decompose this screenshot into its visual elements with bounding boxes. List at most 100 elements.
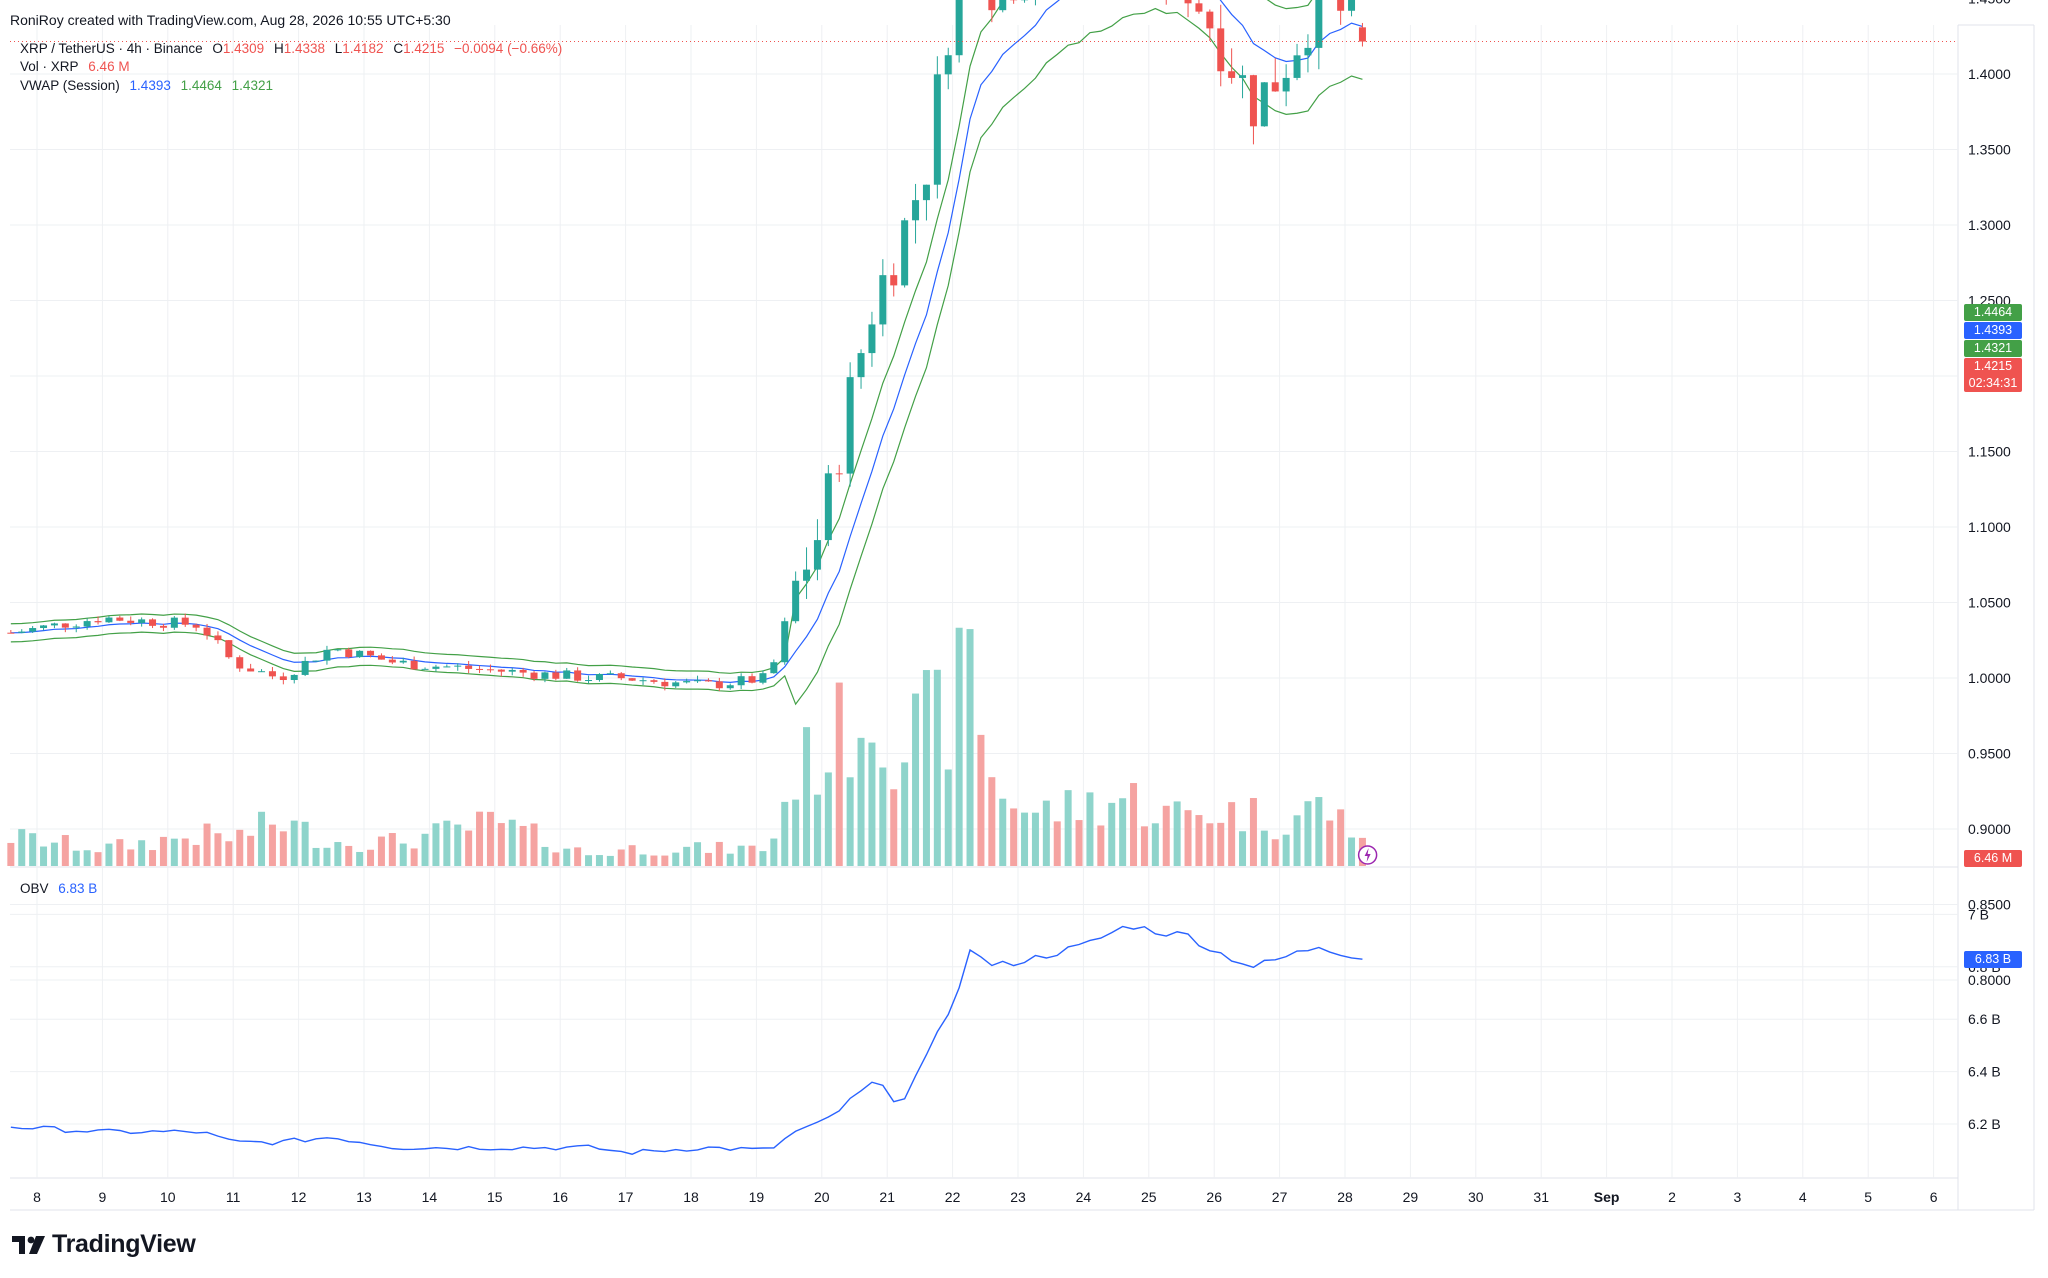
candle-body [214, 635, 222, 641]
price-tick-label: 1.0500 [1968, 595, 2011, 611]
time-tick-label: 18 [683, 1189, 699, 1205]
time-tick-label: 6 [1930, 1189, 1938, 1205]
volume-bar [116, 839, 124, 866]
obv-line [10, 925, 1363, 1155]
volume-bar [377, 836, 385, 866]
volume-bar [726, 853, 734, 866]
candle-body [356, 650, 364, 658]
time-tick-label: 28 [1337, 1189, 1353, 1205]
time-tick-label: 27 [1272, 1189, 1288, 1205]
volume-bar [585, 855, 593, 866]
volume-bar [432, 823, 440, 866]
candle-body [61, 623, 69, 628]
obv-value: 6.83 B [58, 881, 98, 896]
price-tick-label: 0.8000 [1968, 972, 2011, 988]
obv-legend[interactable]: OBV 6.83 B [20, 881, 103, 896]
candle-body [334, 649, 342, 651]
candle-body [72, 626, 80, 628]
volume-bar [1217, 822, 1225, 866]
candle-body [149, 619, 157, 626]
symbol-legend[interactable]: XRP / TetherUS · 4h · Binance O1.4309 H1… [20, 41, 568, 56]
volume-bar [268, 824, 276, 866]
volume-bar [552, 852, 560, 866]
candle-body [628, 678, 636, 681]
volume-bar [846, 777, 854, 866]
volume-bar [988, 777, 996, 866]
candle-body [18, 631, 26, 633]
volume-bar [421, 833, 429, 866]
volume-bar [617, 849, 625, 866]
ohlc-high: H1.4338 [273, 41, 325, 56]
volume-bar [1249, 798, 1257, 866]
volume-bar [508, 819, 516, 866]
candle-body [1337, 0, 1345, 11]
price-tick-label: 0.9500 [1968, 746, 2011, 762]
candle-body [824, 473, 832, 541]
volume-bar [530, 823, 538, 866]
volume-bar [574, 847, 582, 866]
volume-bar [737, 845, 745, 866]
volume-bar [704, 852, 712, 866]
vwap-value-upper: 1.4464 [180, 78, 222, 93]
volume-bar [1075, 820, 1083, 866]
volume-bar [1271, 839, 1279, 866]
candle-body [170, 617, 178, 628]
volume-bar [399, 843, 407, 866]
time-tick-label: 11 [226, 1189, 241, 1205]
candle-body [530, 672, 538, 679]
candle-body [203, 627, 211, 636]
candle-body [835, 473, 843, 475]
ohlc-change: −0.0094 (−0.66%) [454, 41, 563, 56]
volume-bar [672, 852, 680, 866]
volume-bar [770, 838, 778, 866]
volume-bar [1282, 834, 1290, 866]
volume-bar [1130, 783, 1138, 866]
candle-body [367, 650, 375, 656]
candle-body [857, 353, 865, 378]
ohlc-close: C1.4215 [393, 41, 445, 56]
time-tick-label: 19 [749, 1189, 765, 1205]
candle-body [944, 55, 952, 75]
volume-bar [170, 838, 178, 866]
volume-bar [159, 836, 167, 866]
volume-bar [29, 833, 37, 866]
candle-body [268, 671, 276, 677]
volume-legend[interactable]: Vol · XRP 6.46 M [20, 59, 136, 74]
candle-body [1206, 11, 1214, 29]
time-tick-label: 2 [1668, 1189, 1676, 1205]
candle-body [388, 659, 396, 663]
vwap-value-lower: 1.4321 [231, 78, 273, 93]
volume-bar [1304, 801, 1312, 866]
last-price-tag: 1.4215 02:34:31 [1964, 358, 2022, 392]
volume-bar [824, 772, 832, 866]
volume-bar [247, 835, 255, 866]
obv-tick-label: 6.2 B [1968, 1116, 2001, 1132]
candle-body [694, 680, 702, 682]
volume-bar [1195, 815, 1203, 866]
candle-body [29, 628, 37, 632]
volume-bar [1010, 808, 1018, 866]
candle-body [465, 665, 473, 669]
volume-bar [835, 682, 843, 866]
vwap-upper-band [10, 0, 1313, 674]
volume-bar [1097, 825, 1105, 866]
vwap-legend[interactable]: VWAP (Session) 1.4393 1.4464 1.4321 [20, 78, 279, 93]
candle-body [879, 275, 887, 325]
time-tick-label: 31 [1533, 1189, 1549, 1205]
volume-bar [50, 842, 58, 866]
candle-body [704, 680, 712, 682]
volume-bar [443, 820, 451, 866]
candle-body [497, 669, 505, 672]
candle-body [519, 669, 527, 673]
candle-body [1195, 3, 1203, 12]
candle-body [552, 672, 560, 679]
time-tick-label: 12 [291, 1189, 307, 1205]
volume-bar [497, 823, 505, 866]
time-tick-label: 9 [99, 1189, 107, 1205]
volume-bar [334, 842, 342, 866]
tradingview-logo[interactable]: TradingView [12, 1230, 196, 1259]
lightning-icon [1364, 848, 1371, 862]
candle-body [50, 623, 58, 626]
volume-bar [661, 855, 669, 866]
